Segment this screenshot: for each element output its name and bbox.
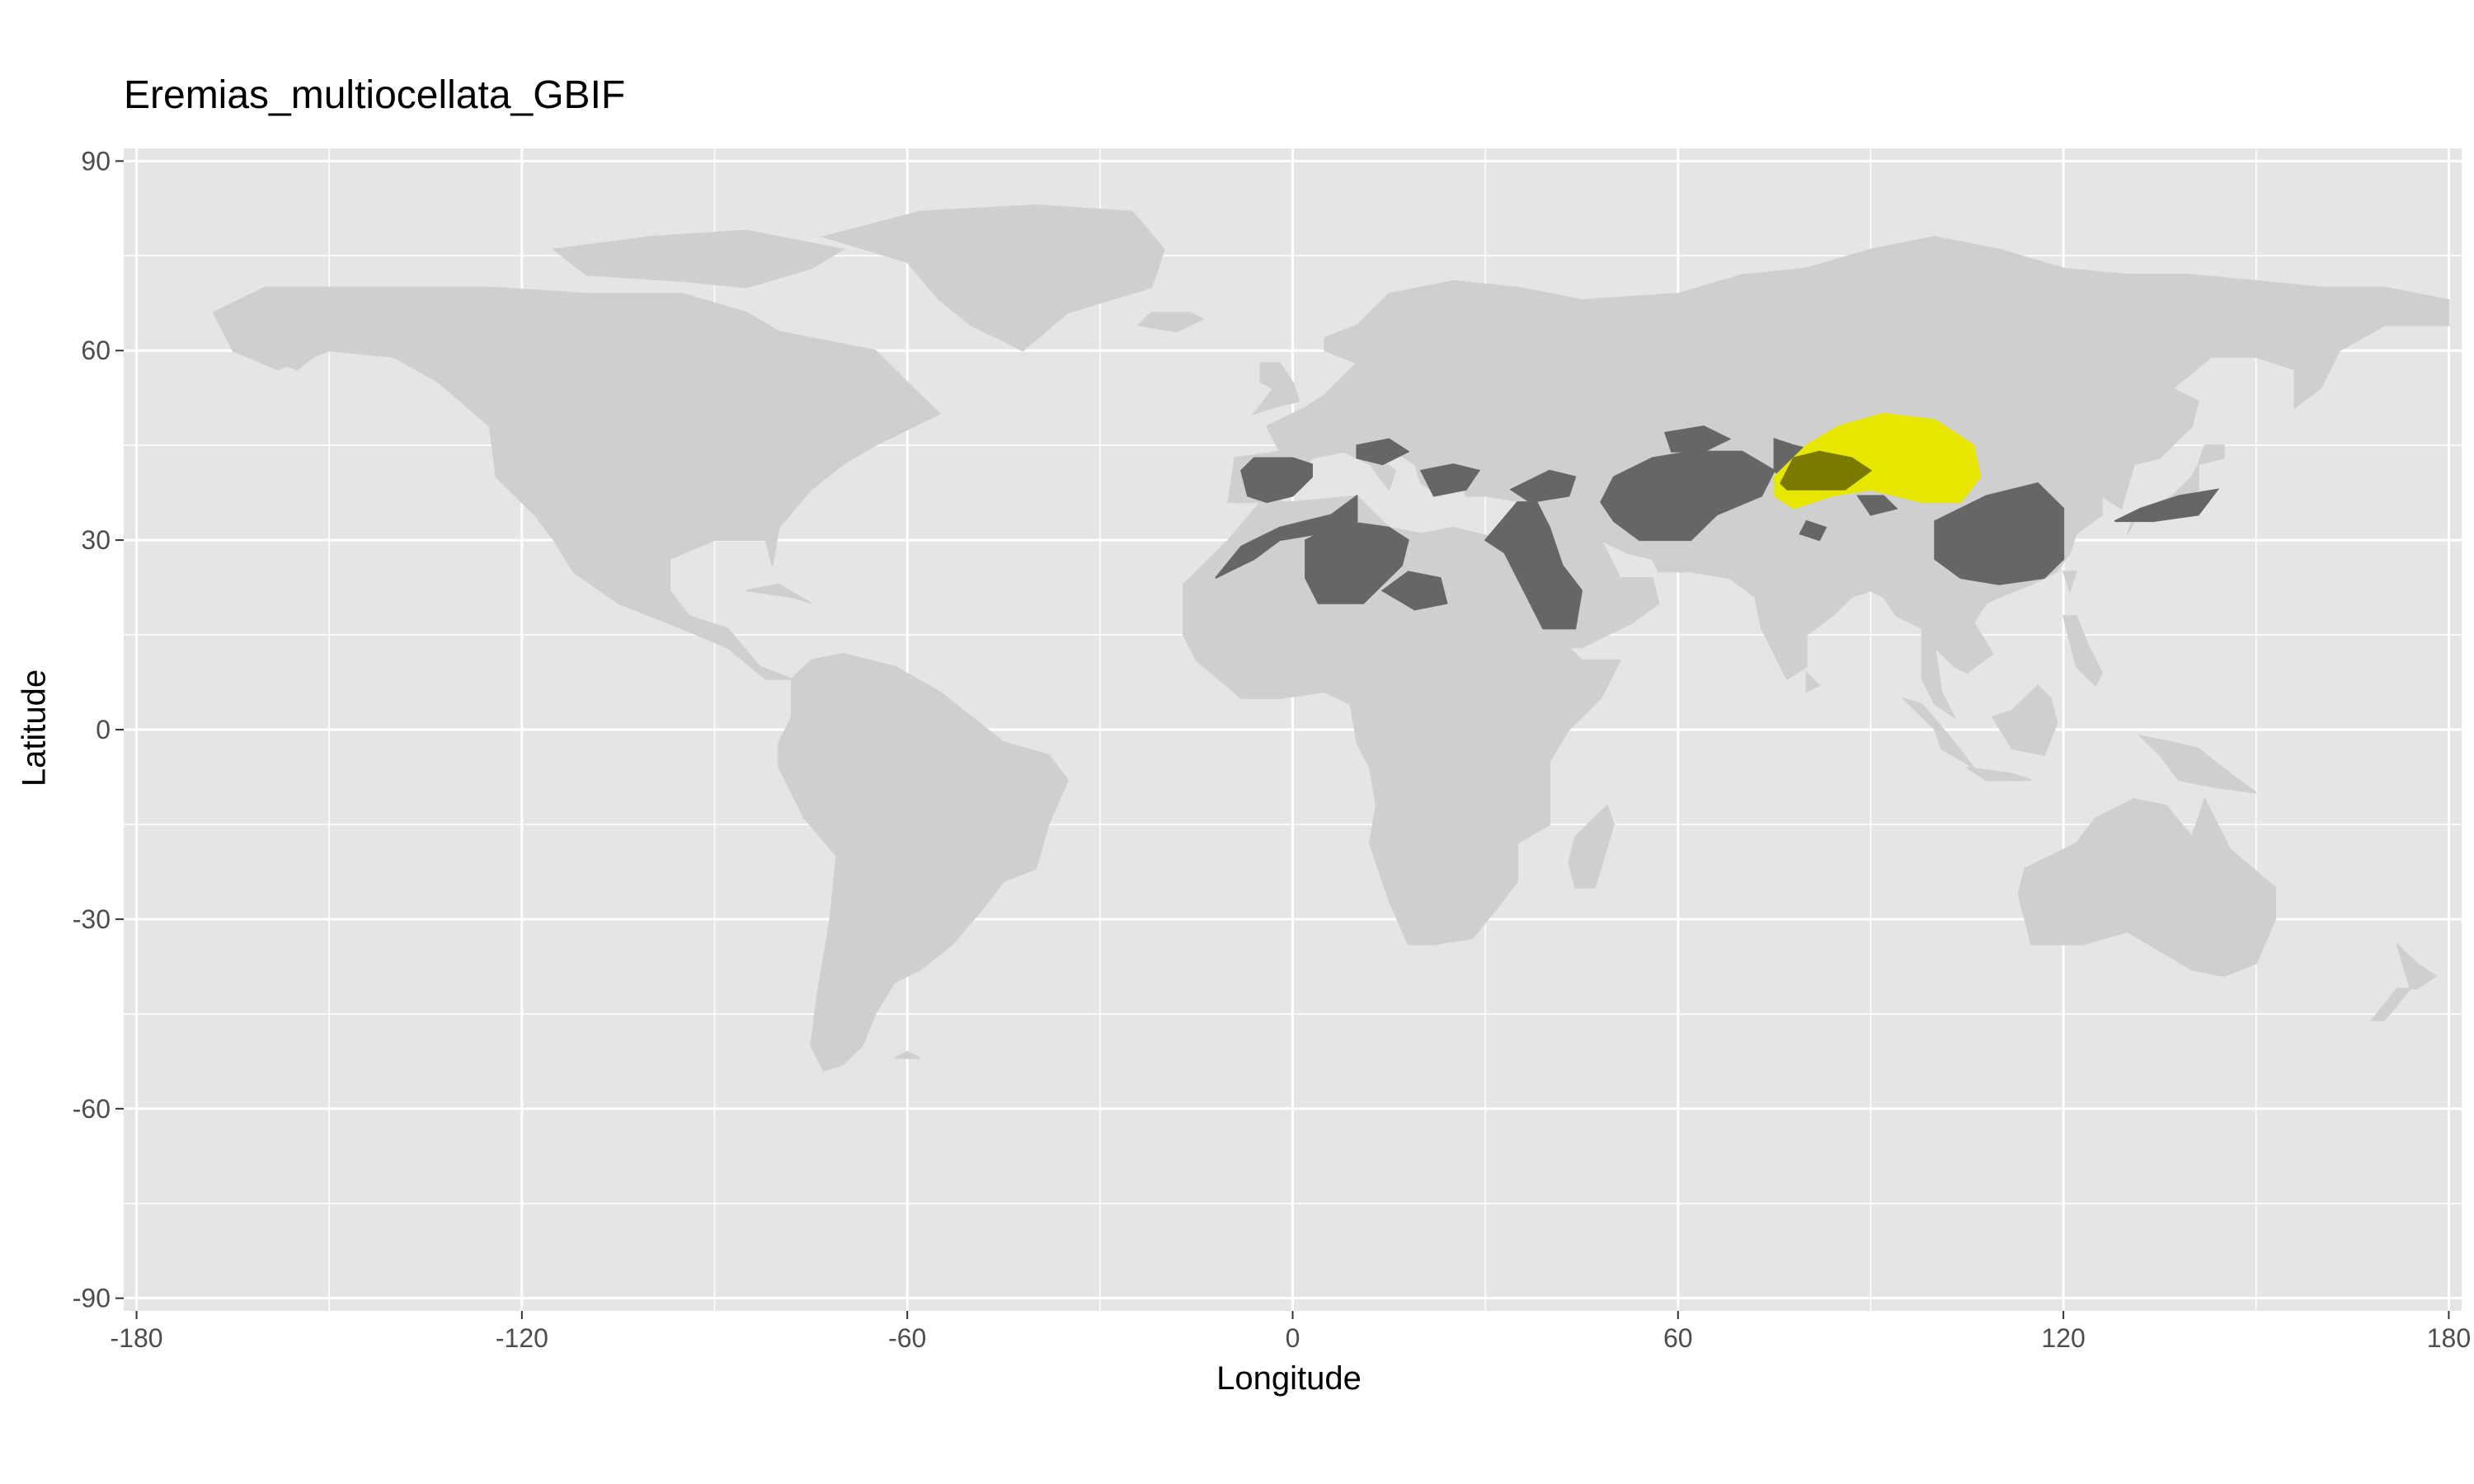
y-tick-label: 30 [81, 525, 111, 555]
land-polygon [2197, 444, 2225, 466]
x-axis-title: Longitude [1216, 1360, 1362, 1397]
y-tick-label: -60 [73, 1094, 111, 1124]
chart-title: Eremias_multiocellata_GBIF [124, 73, 626, 117]
land-polygon [2062, 615, 2103, 688]
x-tick-label: -180 [111, 1323, 163, 1353]
land-polygon [778, 652, 1070, 1073]
range-overlap-layer [1780, 450, 1873, 491]
suitable-area-polygon [1856, 495, 1898, 516]
land-polygon [1902, 697, 1974, 768]
land-polygon [1805, 670, 1821, 693]
land-polygon [212, 286, 941, 680]
suitable-area-polygon [1663, 425, 1732, 453]
suitable-area-polygon [1240, 457, 1313, 504]
land-polygon [2138, 735, 2257, 794]
suitable-area-polygon [1799, 519, 1827, 542]
y-tick-label: -90 [73, 1284, 111, 1313]
land-polygon [1966, 767, 2032, 782]
suitable-area-polygon [2114, 488, 2220, 523]
land-polygon [552, 229, 846, 289]
suitable-area-polygon [1380, 571, 1448, 611]
x-tick-label: 60 [1663, 1323, 1693, 1353]
suitable-area-polygon [1600, 450, 1776, 542]
suitable-area-polygon [1215, 494, 1358, 579]
x-tick-label: 0 [1286, 1323, 1300, 1353]
x-tick-label: 180 [2427, 1323, 2471, 1353]
land-polygon [1991, 683, 2058, 756]
land-polygon [1252, 362, 1300, 416]
x-tick-label: -120 [496, 1323, 548, 1353]
y-tick-label: 60 [81, 336, 111, 365]
land-polygon [746, 583, 811, 604]
suitable-area-polygon [1356, 438, 1410, 466]
x-tick-label: -60 [888, 1323, 926, 1353]
suitable-area-polygon [1305, 520, 1409, 604]
land-polygon [2369, 942, 2438, 1021]
axes: -180 -120 -60 0 60 120 180 90 60 30 0 -30 -60 -90 [73, 146, 2471, 1353]
land-polygon [261, 343, 330, 371]
y-tick-label: 90 [81, 146, 111, 176]
y-axis-title: Latitude [16, 669, 53, 787]
x-tick-label: 120 [2041, 1323, 2085, 1353]
land-polygon [1183, 495, 1622, 946]
y-tick-label: -30 [73, 904, 111, 934]
range-overlap-polygon [1780, 450, 1873, 491]
land-polygon [821, 204, 1165, 352]
land-polygon [2017, 796, 2277, 977]
y-tick-label: 0 [96, 715, 111, 744]
land-polygon [2062, 571, 2078, 594]
suitable-area-polygon [1509, 469, 1577, 504]
land-polygon [894, 1050, 921, 1059]
suitable-area-polygon [1419, 463, 1481, 497]
land-polygon [1136, 312, 1205, 333]
suitable-area-polygon [1934, 481, 2065, 585]
land-polygon [1568, 804, 1615, 889]
